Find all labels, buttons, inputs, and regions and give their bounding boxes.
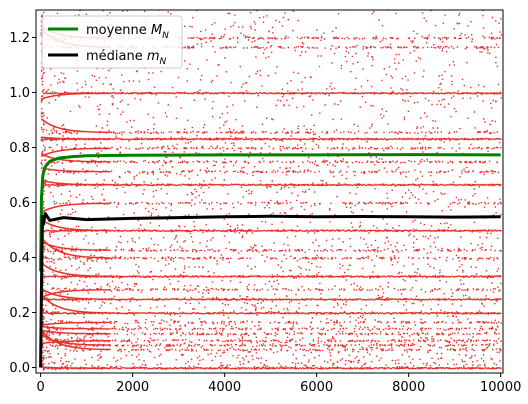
- series-line-0: [39, 153, 501, 272]
- plot-frame: [35, 9, 504, 374]
- y-tick-label: 0.6: [9, 196, 30, 211]
- series-layer: [39, 153, 501, 368]
- y-tick-label: 1.0: [9, 86, 30, 101]
- legend-label-moyenne: moyenne MN: [86, 23, 169, 41]
- x-axis: 0 2000 4000 6000 8000 10000: [36, 373, 521, 395]
- x-tick-label: 0: [36, 380, 44, 395]
- y-tick-label: 0.4: [9, 251, 30, 266]
- y-tick-label: 0.0: [9, 361, 30, 376]
- x-tick-label: 4000: [208, 380, 241, 395]
- x-tick-label: 2000: [116, 380, 149, 395]
- y-tick-label: 1.2: [9, 31, 30, 46]
- y-tick-label: 0.2: [9, 306, 30, 321]
- y-tick-label: 0.8: [9, 141, 30, 156]
- series-line-1: [39, 212, 501, 368]
- x-tick-label: 10000: [480, 380, 521, 395]
- x-tick-label: 6000: [300, 380, 333, 395]
- legend-label-mediane: médiane mN: [86, 49, 167, 67]
- y-axis: 0.0 0.2 0.4 0.6 0.8 1.0 1.2: [9, 31, 36, 376]
- legend: moyenne MN médiane mN: [41, 15, 183, 69]
- x-tick-label: 8000: [392, 380, 425, 395]
